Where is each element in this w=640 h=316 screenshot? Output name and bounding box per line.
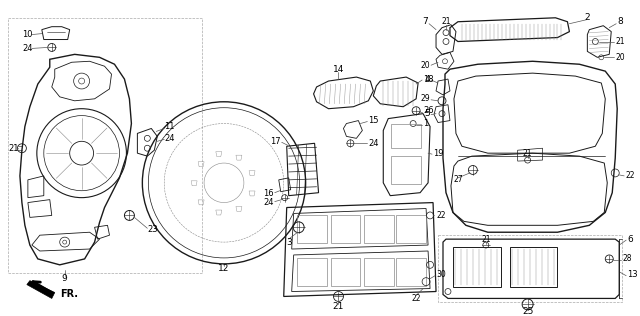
Text: 16: 16 (263, 189, 274, 198)
Bar (330, 216, 360, 243)
Text: 24: 24 (164, 134, 175, 143)
Text: 25: 25 (522, 307, 533, 316)
Text: 28: 28 (622, 254, 632, 264)
Bar (396, 258, 426, 286)
Text: 29: 29 (420, 94, 430, 103)
Text: 15: 15 (369, 116, 379, 125)
Text: 17: 17 (270, 137, 281, 146)
Text: 22: 22 (625, 171, 635, 180)
Text: 21: 21 (333, 302, 344, 311)
Text: 21: 21 (615, 37, 625, 46)
Text: 24: 24 (369, 139, 379, 148)
Bar (8, 18, 202, 273)
Text: 20: 20 (420, 61, 430, 70)
Bar (297, 258, 326, 286)
Bar (396, 216, 426, 243)
Text: 5: 5 (424, 109, 430, 118)
Text: 20: 20 (615, 53, 625, 62)
Text: 3: 3 (286, 238, 292, 246)
Text: 10: 10 (22, 30, 33, 39)
Text: 22: 22 (412, 294, 421, 303)
Text: 8: 8 (617, 17, 623, 26)
Text: 4: 4 (424, 75, 430, 83)
Bar (509, 247, 557, 287)
Bar (391, 124, 421, 148)
Bar (453, 247, 500, 287)
Text: 22: 22 (436, 211, 445, 220)
Text: 30: 30 (436, 270, 446, 279)
Text: 21: 21 (441, 17, 451, 26)
Text: 9: 9 (62, 274, 68, 283)
Text: 19: 19 (433, 149, 444, 158)
Bar (364, 258, 394, 286)
Text: 24: 24 (263, 198, 274, 207)
Text: FR.: FR. (60, 289, 77, 300)
Bar (330, 258, 360, 286)
Text: 1: 1 (423, 119, 428, 128)
Bar (297, 216, 326, 243)
Text: 6: 6 (627, 235, 633, 244)
Text: 26: 26 (423, 106, 434, 115)
Bar (364, 216, 394, 243)
Bar (391, 156, 421, 184)
Text: 11: 11 (164, 122, 175, 131)
Polygon shape (27, 281, 55, 298)
Text: 21: 21 (8, 144, 19, 153)
Text: 23: 23 (147, 225, 158, 234)
Text: 14: 14 (333, 65, 344, 74)
Text: 12: 12 (218, 264, 230, 273)
Text: 21: 21 (523, 149, 532, 158)
Text: 7: 7 (422, 17, 428, 26)
Text: 2: 2 (584, 13, 590, 22)
Text: 24: 24 (22, 44, 33, 53)
Bar (438, 235, 622, 302)
Text: 21: 21 (481, 235, 490, 244)
Text: 18: 18 (423, 75, 434, 83)
Text: 13: 13 (627, 270, 638, 279)
Text: 27: 27 (453, 175, 463, 184)
